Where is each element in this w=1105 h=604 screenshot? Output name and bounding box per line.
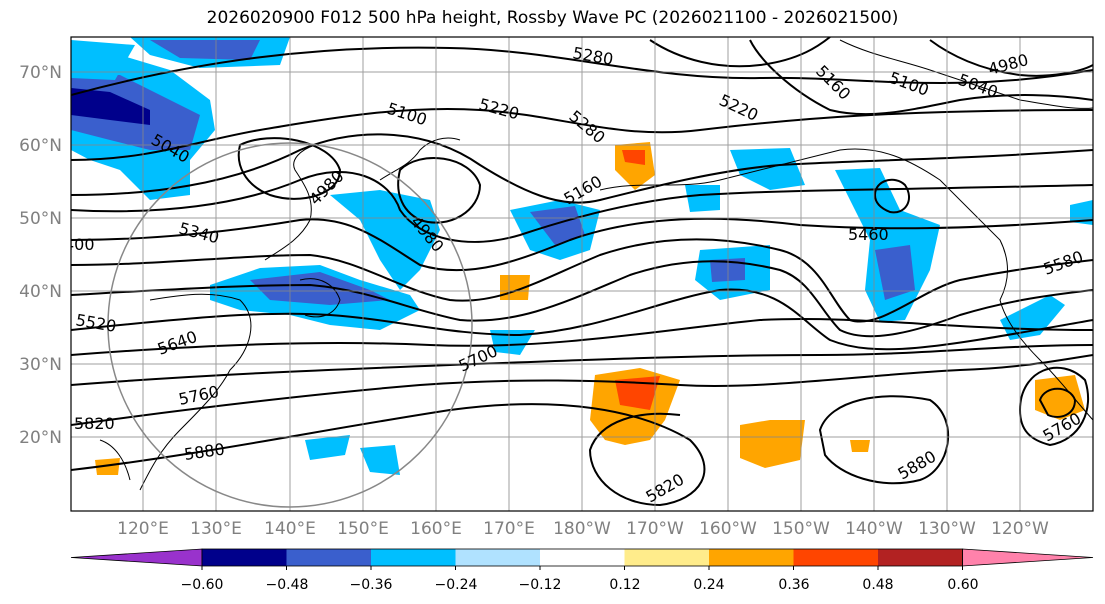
colorbar xyxy=(70,548,1094,570)
latitude-labels: 70°N 60°N 50°N 40°N 30°N 20°N xyxy=(19,63,62,448)
colorbar-extend-low xyxy=(70,548,203,567)
lat-label-20n: 20°N xyxy=(19,428,62,448)
colorbar-tick-label: 0.60 xyxy=(947,577,978,593)
colorbar-segment xyxy=(878,549,963,566)
colorbar-segment xyxy=(286,549,372,566)
lon-label-170e: 170°E xyxy=(483,519,535,539)
colorbar-tick-label: −0.36 xyxy=(350,577,393,593)
colorbar-segment xyxy=(709,549,794,566)
lon-label-140w: 140°W xyxy=(845,519,903,539)
lat-label-40n: 40°N xyxy=(19,282,62,302)
colorbar-tick-label: −0.12 xyxy=(519,577,562,593)
lon-label-130w: 130°W xyxy=(918,519,976,539)
lon-label-140e: 140°E xyxy=(264,519,316,539)
colorbar-tick-label: −0.60 xyxy=(181,577,224,593)
colorbar-tick-label: −0.24 xyxy=(435,577,478,593)
colorbar-segment xyxy=(624,549,710,566)
lon-label-180w: 180°W xyxy=(553,519,611,539)
map-border xyxy=(70,36,1094,512)
region-circle xyxy=(107,142,473,508)
longitude-labels: 120°E 130°E 140°E 150°E 160°E 170°E 180°… xyxy=(117,519,1049,539)
colorbar-tick-label: 0.48 xyxy=(862,577,893,593)
lon-label-160w: 160°W xyxy=(699,519,757,539)
lat-label-50n: 50°N xyxy=(19,209,62,229)
contour-label: 5460 xyxy=(848,225,889,244)
contour-label: 400 xyxy=(64,235,95,254)
colorbar-segment xyxy=(202,549,287,566)
gridlines xyxy=(71,37,1093,511)
map-title: 2026020900 F012 500 hPa height, Rossby W… xyxy=(206,8,899,28)
lon-label-120w: 120°W xyxy=(991,519,1049,539)
lon-label-130e: 130°E xyxy=(190,519,242,539)
colorbar-segment xyxy=(371,549,456,566)
colorbar-tick-label: 0.12 xyxy=(609,577,640,593)
height-contours xyxy=(71,37,1093,507)
colorbar-outline xyxy=(201,548,963,567)
colorbar-segment xyxy=(793,549,879,566)
lon-label-150w: 150°W xyxy=(772,519,830,539)
colorbar-segment xyxy=(540,549,625,566)
colorbar-tick-label: 0.36 xyxy=(778,577,809,593)
lat-label-70n: 70°N xyxy=(19,63,62,83)
lon-label-170w: 170°W xyxy=(626,519,684,539)
colorbar-segment xyxy=(455,549,541,566)
lon-label-150e: 150°E xyxy=(337,519,389,539)
coastlines xyxy=(99,39,1093,491)
contour-label: 5820 xyxy=(74,414,115,433)
colorbar-extend-high xyxy=(962,548,1094,567)
lat-label-30n: 30°N xyxy=(19,355,62,375)
anomaly-shading xyxy=(71,37,1093,475)
lon-label-120e: 120°E xyxy=(117,519,169,539)
colorbar-tick-label: −0.48 xyxy=(266,577,309,593)
lon-label-160e: 160°E xyxy=(410,519,462,539)
lat-label-60n: 60°N xyxy=(19,136,62,156)
colorbar-tick-labels: −0.60 −0.48 −0.36 −0.24 −0.12 0.12 0.24 … xyxy=(181,577,979,593)
colorbar-tick-label: 0.24 xyxy=(693,577,724,593)
